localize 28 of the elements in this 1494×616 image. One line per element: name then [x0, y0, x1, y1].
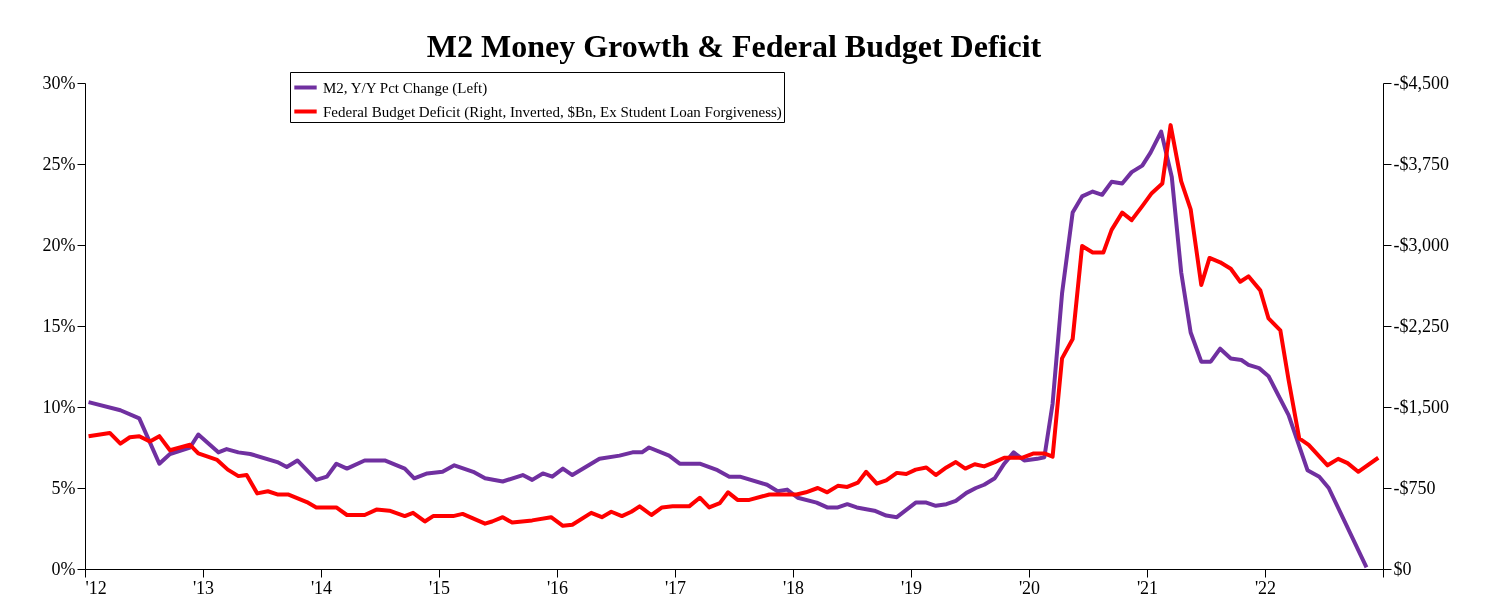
y-tick-label: 25%: [42, 153, 76, 174]
x-tick-label: '17: [664, 577, 687, 598]
y2-tick-label: -$3,750: [1393, 153, 1449, 174]
x-tick-label: '16: [546, 577, 569, 598]
y2-tick-label: -$750: [1393, 477, 1436, 498]
x-tick-label: '13: [192, 577, 215, 598]
x-tick-label: '12: [85, 577, 107, 598]
y2-tick-label: -$2,250: [1393, 315, 1449, 336]
x-tick-label: '19: [900, 577, 923, 598]
x-tick-label: '15: [428, 577, 451, 598]
x-tick-label: '22: [1254, 577, 1277, 598]
y2-tick-label: -$4,500: [1393, 72, 1449, 93]
x-tick-label: '14: [310, 577, 333, 598]
x-tick-label: '20: [1018, 577, 1041, 598]
y-tick-label: 0%: [51, 558, 76, 579]
chart-title: M2 Money Growth & Federal Budget Deficit: [426, 27, 1042, 64]
legend-label: Federal Budget Deficit (Right, Inverted, $Bn, Ex Student Loan Forgiveness): [323, 103, 782, 121]
y2-tick-label: -$1,500: [1393, 396, 1449, 417]
y2-tick-label: -$3,000: [1393, 234, 1449, 255]
y-tick-label: 30%: [42, 72, 76, 93]
y-tick-label: 20%: [42, 234, 76, 255]
y-tick-label: 5%: [51, 477, 76, 498]
y-tick-label: 10%: [42, 396, 76, 417]
y2-tick-label: $0: [1393, 558, 1412, 579]
y-tick-label: 15%: [42, 315, 76, 336]
x-tick-label: '18: [782, 577, 805, 598]
legend-label: M2, Y/Y Pct Change (Left): [323, 79, 488, 97]
x-tick-label: '21: [1136, 577, 1159, 598]
